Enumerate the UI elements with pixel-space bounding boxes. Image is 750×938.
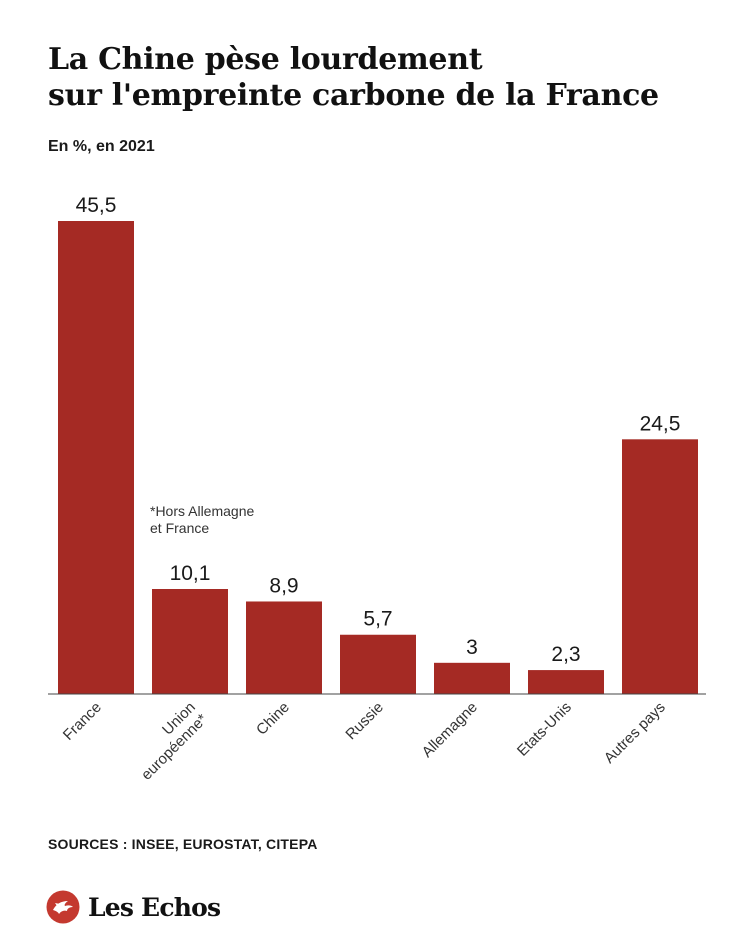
bar-chart: 45,5 France 10,1 Unioneuropéenne* 8,9 Chine 5,… <box>48 194 706 784</box>
bar-value-label: 3 <box>466 636 478 659</box>
bar-value-label: 8,9 <box>269 574 298 597</box>
bar <box>152 589 228 694</box>
chart-subtitle: En %, en 2021 <box>48 138 155 155</box>
bar-value-label: 2,3 <box>551 643 580 666</box>
bar <box>58 221 134 694</box>
footnote-annotation-line: et France <box>150 520 209 536</box>
category-label-line: France <box>60 699 105 744</box>
brand-name: Les Echos <box>88 892 221 922</box>
bar-value-label: 5,7 <box>363 608 392 631</box>
footnote-annotation-line: *Hors Allemagne <box>150 503 254 519</box>
category-label-line: Chine <box>253 699 293 739</box>
chart-title-line-2: sur l'empreinte carbone de la France <box>48 78 659 113</box>
category-label: Russie <box>342 699 386 743</box>
les-echos-logo-icon <box>46 890 80 924</box>
category-label-line: Autres pays <box>601 699 669 767</box>
bar <box>246 601 322 694</box>
bar-value-label: 24,5 <box>640 412 681 435</box>
chart-title: La Chine pèse lourdement sur l'empreinte… <box>48 42 728 114</box>
bar <box>622 439 698 694</box>
sources-note: SOURCES : INSEE, EUROSTAT, CITEPA <box>48 836 318 852</box>
category-label-line: Etats-Unis <box>514 699 575 760</box>
category-label-line: Russie <box>342 699 386 743</box>
category-label: Autres pays <box>601 699 669 767</box>
bar <box>434 662 510 694</box>
category-label: Allemagne <box>419 699 481 761</box>
category-label: Chine <box>253 699 293 739</box>
category-label: France <box>60 699 105 744</box>
bar-value-label: 45,5 <box>76 194 117 217</box>
bar-value-label: 10,1 <box>170 562 211 585</box>
category-label: Etats-Unis <box>514 699 575 760</box>
category-label-line: Allemagne <box>419 699 481 761</box>
bar <box>528 670 604 694</box>
bar <box>340 634 416 694</box>
chart-title-line-1: La Chine pèse lourdement <box>48 42 483 77</box>
category-label: Unioneuropéenne* <box>126 699 211 784</box>
footnote-annotation: *Hors Allemagne et France <box>150 503 254 536</box>
brand: Les Echos <box>46 889 221 925</box>
